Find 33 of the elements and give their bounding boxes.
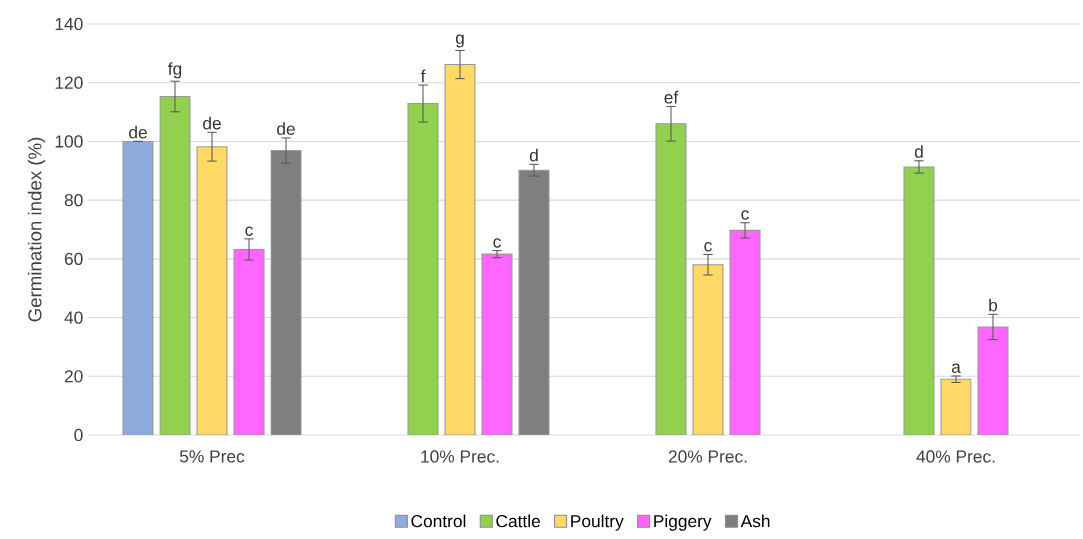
data-label: de [203, 116, 221, 130]
y-tick-label: 120 [55, 76, 83, 89]
data-label: f [420, 69, 426, 83]
legend-label: Cattle [496, 514, 540, 528]
data-label: g [455, 34, 464, 48]
data-label: de [277, 122, 295, 135]
y-tick-label: 80 [64, 193, 83, 207]
legend-label: Control [411, 514, 466, 528]
data-label: c [493, 238, 501, 248]
y-tick-label: 100 [55, 135, 83, 148]
y-tick-label: 0 [74, 428, 83, 442]
data-label: d [529, 148, 538, 162]
legend-label: Piggery [654, 514, 712, 531]
x-tick-label: 40% Prec. [916, 450, 995, 463]
y-tick-label: 20 [64, 370, 83, 383]
legend-label: Poultry [571, 514, 624, 531]
data-label: de [129, 125, 147, 139]
y-tick-label: 40 [64, 311, 83, 324]
data-label: c [245, 226, 253, 236]
data-label: c [741, 210, 749, 220]
x-tick-label: 10% Prec. [421, 450, 499, 463]
legend-label: Ash [740, 514, 770, 528]
data-label: c [704, 242, 712, 252]
y-axis-title: Germination index (%) [27, 137, 46, 322]
y-tick-label: 140 [55, 17, 83, 31]
data-label: fg [168, 62, 182, 79]
data-label: ef [664, 90, 679, 104]
data-label: a [951, 363, 961, 374]
x-tick-label: 5% Prec [179, 450, 245, 463]
data-label: b [989, 298, 998, 312]
x-tick-label: 20% Prec. [668, 450, 747, 463]
y-tick-label: 60 [64, 252, 83, 265]
data-label: d [914, 145, 923, 158]
